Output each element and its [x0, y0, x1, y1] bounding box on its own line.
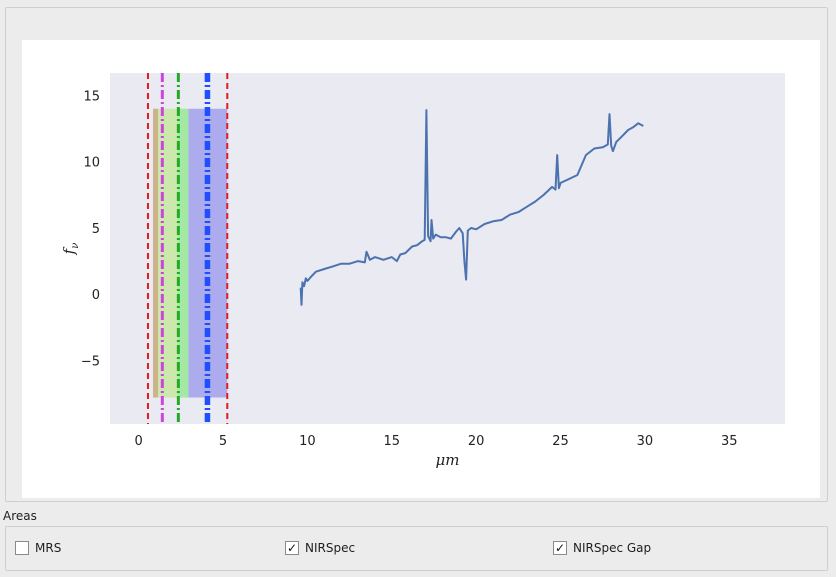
spectrum-line-0: [299, 109, 644, 306]
x-tick-label: 0: [135, 434, 143, 449]
nirspec-checkbox-label: NIRSpec: [305, 541, 356, 555]
mrs-checkbox[interactable]: MRS: [15, 541, 61, 555]
shaded-region-2: [177, 108, 189, 398]
x-tick-label: 25: [552, 434, 569, 449]
x-axis-label: μm: [436, 451, 460, 469]
nirspec-gap-checkbox-box[interactable]: ✓: [553, 541, 567, 555]
shaded-region-1: [158, 108, 178, 398]
x-tick-label: 10: [299, 434, 316, 449]
x-tick-label: 5: [219, 434, 227, 449]
nirspec-checkbox-box[interactable]: ✓: [285, 541, 299, 555]
y-tick-label: 10: [83, 156, 100, 171]
y-tick-label: −5: [81, 354, 100, 369]
nirspec-checkbox[interactable]: ✓ NIRSpec: [285, 541, 355, 555]
y-tick-label: 5: [92, 222, 100, 237]
areas-group-label: Areas: [3, 509, 37, 523]
nirspec-gap-checkbox-label: NIRSpec Gap: [573, 541, 652, 555]
figure-canvas: 0 5 10 15 20 25 30 35 −5 0 5 10 15 μm fν: [22, 40, 820, 498]
y-axis-label: fν: [60, 243, 81, 256]
mrs-checkbox-box[interactable]: [15, 541, 29, 555]
shaded-region-0: [153, 108, 159, 398]
x-tick-label: 30: [637, 434, 654, 449]
mrs-checkbox-label: MRS: [35, 541, 62, 555]
x-tick-label: 20: [468, 434, 485, 449]
y-tick-label: 15: [83, 90, 100, 105]
areas-group: MRS ✓ NIRSpec ✓ NIRSpec Gap: [5, 526, 828, 571]
nirspec-gap-checkbox[interactable]: ✓ NIRSpec Gap: [553, 541, 651, 555]
shaded-region-3: [188, 108, 228, 398]
x-tick-label: 15: [384, 434, 401, 449]
x-tick-label: 35: [721, 434, 738, 449]
y-tick-label: 0: [92, 288, 100, 303]
spectrum-chart: 0 5 10 15 20 25 30 35 −5 0 5 10 15 μm fν: [60, 73, 785, 469]
plot-panel: 0 5 10 15 20 25 30 35 −5 0 5 10 15 μm fν: [5, 7, 828, 502]
